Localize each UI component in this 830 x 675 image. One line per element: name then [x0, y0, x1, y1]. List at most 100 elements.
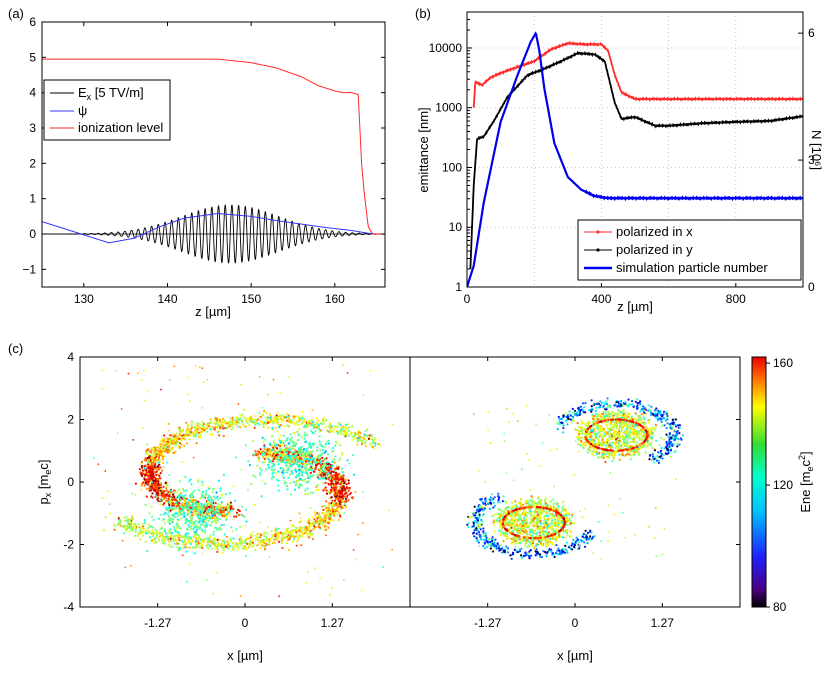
particle: [209, 418, 212, 421]
particle: [198, 423, 201, 426]
particle: [306, 447, 309, 450]
particle: [174, 503, 178, 506]
particle: [596, 426, 600, 430]
particle: [323, 451, 326, 454]
particle: [347, 482, 350, 485]
particle: [303, 431, 306, 434]
particle: [201, 552, 204, 555]
particle: [606, 420, 609, 423]
particle: [145, 529, 148, 532]
particle: [154, 479, 157, 482]
particle: [124, 519, 127, 523]
particle: [312, 444, 315, 447]
particle: [232, 545, 235, 549]
particle: [322, 422, 325, 425]
particle: [654, 424, 658, 427]
particle: [351, 425, 354, 428]
particle: [298, 434, 301, 437]
particle: [239, 595, 242, 597]
particle: [124, 566, 127, 569]
particle: [182, 536, 186, 539]
y-tick-label: 6: [29, 15, 36, 29]
particle: [240, 468, 243, 471]
particle: [217, 420, 220, 423]
particle: [188, 480, 191, 483]
particle: [209, 515, 212, 519]
particle: [215, 517, 218, 520]
particle: [287, 530, 290, 533]
particle: [345, 431, 348, 434]
x-tick-label: 400: [591, 292, 611, 306]
particle: [185, 430, 188, 433]
particle: [655, 439, 658, 442]
particle: [140, 472, 143, 475]
particle: [140, 462, 143, 465]
particle: [602, 428, 606, 431]
particle: [315, 486, 318, 489]
particle: [300, 452, 303, 455]
particle: [182, 541, 185, 544]
particle: [171, 446, 174, 449]
particle: [632, 453, 635, 456]
particle: [148, 455, 151, 458]
particle: [126, 519, 129, 522]
particle: [314, 442, 317, 445]
particle: [304, 418, 307, 421]
particle: [214, 501, 217, 505]
particle: [188, 429, 191, 432]
particle: [270, 468, 273, 471]
particle: [590, 432, 593, 435]
particle: [265, 539, 268, 542]
particle: [140, 532, 143, 535]
particle: [280, 419, 283, 422]
particle: [321, 482, 324, 485]
particle: [308, 476, 312, 479]
particle: [611, 410, 614, 413]
particle: [189, 478, 192, 481]
particle: [236, 543, 239, 546]
particle: [264, 438, 267, 441]
particle: [162, 461, 165, 465]
particle: [288, 538, 291, 541]
particle: [319, 471, 322, 474]
particle: [185, 502, 188, 505]
particle: [317, 455, 320, 458]
particle: [162, 485, 165, 488]
particle: [297, 465, 301, 468]
particle: [201, 367, 204, 370]
particle: [577, 438, 581, 441]
particle: [326, 511, 330, 515]
particle: [131, 517, 134, 520]
particle: [316, 474, 319, 477]
particle: [323, 518, 326, 521]
particle: [335, 489, 338, 492]
particle: [281, 444, 284, 447]
particle: [325, 425, 328, 428]
particle: [161, 457, 164, 460]
particle: [271, 464, 274, 467]
particle: [129, 518, 132, 521]
particle: [302, 529, 305, 532]
particle: [266, 421, 269, 424]
particle: [124, 529, 127, 532]
particle: [312, 425, 315, 428]
particle: [261, 544, 264, 547]
particle: [149, 465, 152, 468]
particle: [194, 540, 197, 543]
particle: [281, 532, 284, 535]
legend-label-ionization: ionization level: [78, 120, 163, 135]
particle: [219, 496, 222, 499]
particle: [217, 507, 220, 510]
particle: [197, 514, 200, 518]
particle: [204, 514, 207, 517]
particle: [179, 491, 182, 495]
particle: [635, 448, 638, 451]
particle: [324, 516, 327, 520]
particle: [316, 512, 319, 515]
particle: [327, 520, 330, 524]
particle: [153, 532, 156, 535]
particle: [169, 528, 172, 531]
particle: [348, 486, 351, 489]
particle: [101, 369, 104, 372]
